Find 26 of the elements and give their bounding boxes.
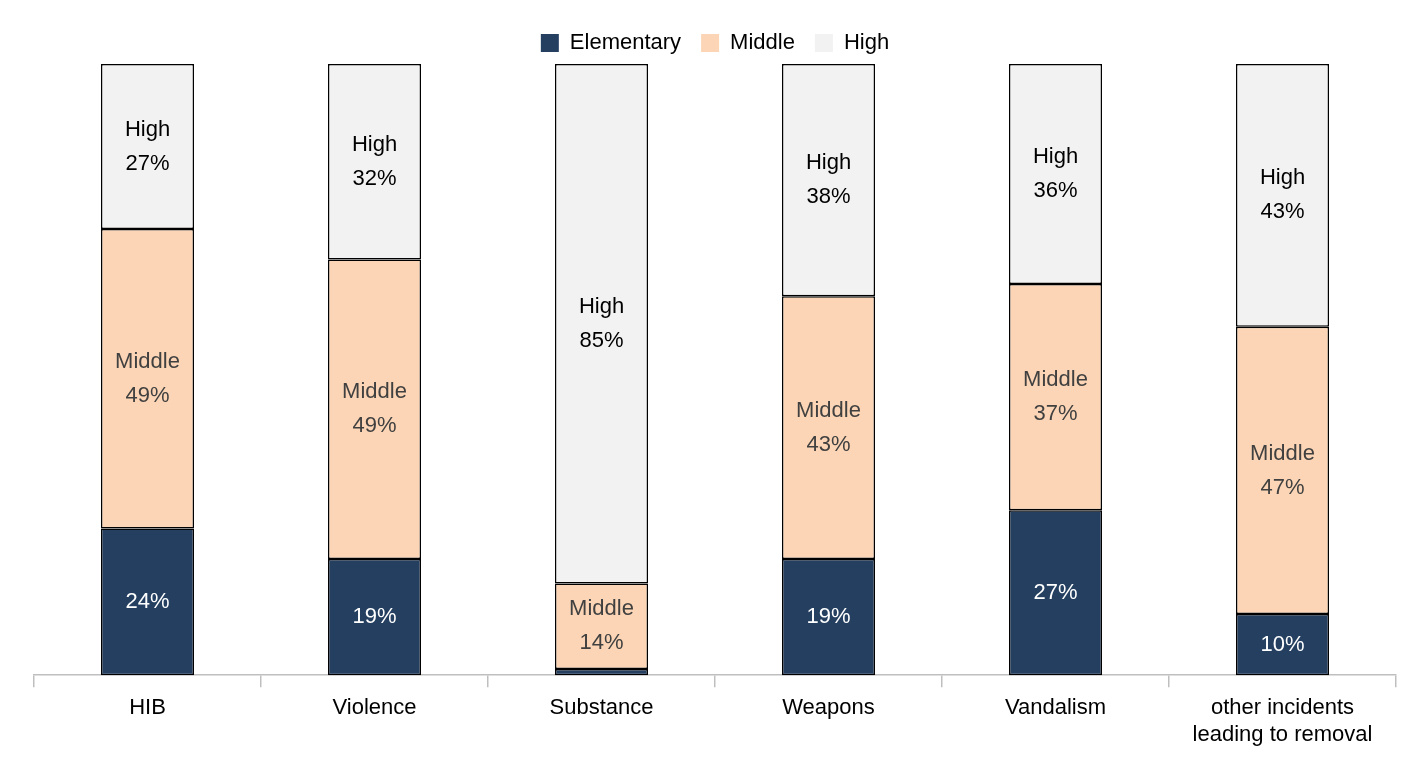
data-label: High 38% [805, 149, 852, 209]
data-label: 10% [1260, 630, 1305, 656]
x-tick-label: Violence [332, 694, 417, 720]
data-label: 19% [806, 603, 851, 629]
data-label: 27% [1033, 578, 1078, 604]
data-label: Middle 43% [796, 396, 861, 456]
data-label: Middle 47% [1250, 439, 1315, 499]
data-label: Middle 49% [115, 347, 180, 407]
x-tick-label: Vandalism [1004, 694, 1107, 720]
legend-label: High [843, 29, 890, 55]
data-label: Middle 49% [342, 378, 407, 438]
data-label: 24% [125, 587, 170, 613]
data-label: High 27% [124, 115, 171, 175]
data-label: High 85% [578, 292, 625, 352]
x-tick-label: other incidents leading to removal [1192, 694, 1373, 746]
data-label: Middle 14% [569, 595, 634, 655]
legend-label: Middle [730, 29, 795, 55]
data-label: High 36% [1032, 143, 1079, 203]
x-tick-label: Weapons [782, 694, 875, 720]
x-tick-label: HIB [129, 694, 166, 720]
data-label: High 32% [351, 130, 398, 190]
x-tick-label: Substance [549, 694, 654, 720]
legend-label: Elementary [569, 29, 682, 55]
data-label: High 43% [1259, 164, 1306, 224]
data-label: 19% [352, 603, 397, 629]
data-label: Middle 37% [1023, 366, 1088, 426]
